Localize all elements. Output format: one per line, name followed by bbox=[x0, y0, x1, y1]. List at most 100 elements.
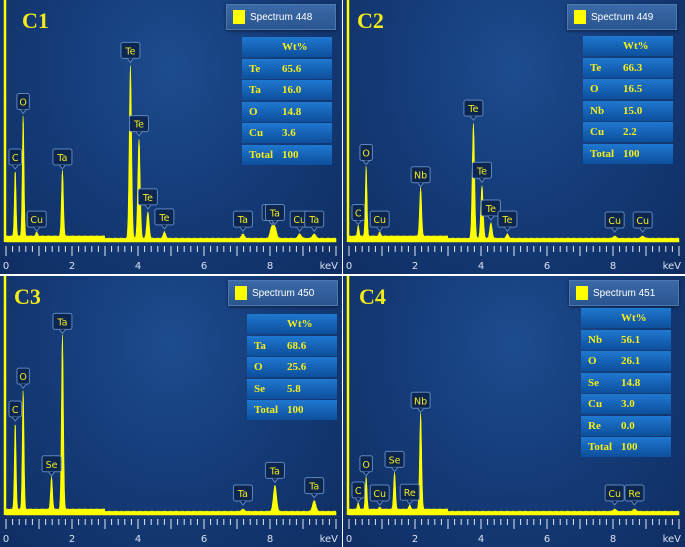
peak-label: Re bbox=[399, 483, 420, 506]
value-cell: 2.2 bbox=[623, 126, 637, 138]
panel-c4: 0 2 4 6 8 keV C O Cu Se Re Nb Cu Re C4 Spectrum 451 W… bbox=[343, 276, 685, 547]
svg-text:Cu: Cu bbox=[608, 216, 621, 227]
legend-label: Spectrum 449 bbox=[591, 11, 654, 23]
legend-label: Spectrum 448 bbox=[250, 11, 313, 23]
element-cell: Cu bbox=[590, 126, 605, 138]
svg-text:Se: Se bbox=[46, 460, 58, 471]
panel-c3: 0 2 4 6 8 keV C O Se Ta Ta Ta Ta C3 Spectrum 450 Wt%… bbox=[0, 276, 342, 547]
axis-tick-label: 4 bbox=[478, 261, 484, 272]
peak-label: Ta bbox=[232, 210, 253, 232]
spectrum-plot: 02468keVCOCuTaTeTeTeTeTaCuTaCuTa bbox=[3, 0, 338, 272]
element-cell: Re bbox=[588, 419, 601, 432]
peak-label: Ta bbox=[232, 484, 253, 506]
svg-text:Te: Te bbox=[142, 193, 153, 204]
table-row: Total 100 bbox=[242, 144, 332, 165]
spectrum-trace bbox=[5, 65, 337, 243]
legend: Spectrum 451 bbox=[569, 280, 679, 306]
svg-text:Cu: Cu bbox=[636, 216, 649, 227]
element-cell: O bbox=[590, 83, 599, 95]
axis-tick-label: 8 bbox=[610, 534, 616, 545]
table-header: Wt% bbox=[583, 36, 673, 56]
legend: Spectrum 450 bbox=[228, 280, 338, 306]
value-cell: 100 bbox=[621, 441, 638, 453]
svg-text:Te: Te bbox=[133, 120, 144, 131]
legend-swatch-icon bbox=[233, 10, 245, 24]
svg-text:Cu: Cu bbox=[293, 215, 306, 226]
value-cell: 5.8 bbox=[287, 382, 301, 395]
svg-text:Ta: Ta bbox=[56, 317, 67, 328]
composition-table: Wt% Nb 56.1 O 26.1 Se 14.8 Cu 3.0 Re 0.0 Total 100 bbox=[581, 308, 671, 459]
peak-label: Ta bbox=[304, 477, 325, 499]
svg-text:Te: Te bbox=[476, 166, 487, 177]
peak-label: C bbox=[351, 481, 365, 503]
svg-text:Te: Te bbox=[158, 213, 169, 224]
element-cell: Cu bbox=[588, 398, 603, 410]
table-row: Nb 56.1 bbox=[581, 329, 671, 350]
spectrum-trace bbox=[348, 413, 680, 516]
peak-label: Re bbox=[624, 484, 645, 506]
axis-tick-label: 2 bbox=[69, 261, 75, 272]
spectrum-trace bbox=[348, 123, 680, 243]
table-row: Te 65.6 bbox=[242, 58, 332, 79]
panel-label: C3 bbox=[14, 284, 41, 309]
element-cell: Total bbox=[254, 404, 279, 416]
legend-swatch-icon bbox=[574, 10, 586, 24]
svg-text:Ta: Ta bbox=[269, 208, 280, 219]
element-cell: Total bbox=[588, 441, 613, 453]
table-row: Cu 3.6 bbox=[242, 123, 332, 143]
element-cell: Te bbox=[249, 62, 261, 75]
svg-text:Ta: Ta bbox=[237, 215, 248, 226]
svg-text:Re: Re bbox=[404, 488, 416, 499]
peak-label: Cu bbox=[604, 211, 625, 233]
spectrum-plot: 0 2 4 6 8 keV C O Cu Nb Te Te Te Te Cu Cu bbox=[346, 0, 682, 272]
table-row: O 16.5 bbox=[583, 79, 673, 99]
svg-text:Ta: Ta bbox=[269, 466, 280, 477]
legend: Spectrum 449 bbox=[567, 4, 677, 30]
svg-text:Se: Se bbox=[389, 455, 401, 466]
value-cell: Wt% bbox=[621, 312, 647, 324]
value-cell: 16.5 bbox=[623, 83, 643, 95]
svg-text:Te: Te bbox=[485, 204, 496, 215]
value-cell: 0.0 bbox=[621, 419, 635, 432]
value-cell: Wt% bbox=[282, 41, 308, 53]
peak-label: Te bbox=[471, 161, 492, 184]
legend-swatch-icon bbox=[576, 286, 588, 300]
peak-label: Se bbox=[41, 455, 62, 477]
axis-tick-label: 2 bbox=[412, 534, 418, 545]
legend: Spectrum 448 bbox=[226, 4, 336, 30]
svg-text:C: C bbox=[355, 486, 362, 497]
axis-tick-label: 4 bbox=[478, 534, 484, 545]
table-row: Nb 15.0 bbox=[583, 100, 673, 121]
peak-label: O bbox=[16, 92, 30, 115]
element-cell: Se bbox=[254, 382, 265, 395]
element-cell: Total bbox=[249, 148, 274, 161]
axis-unit-label: keV bbox=[663, 261, 682, 272]
panel-label: C1 bbox=[22, 8, 49, 33]
panel-c1: 02468keVCOCuTaTeTeTeTeTaCuTaCuTa C1 Spec… bbox=[0, 0, 342, 274]
panel-label: C4 bbox=[359, 284, 386, 309]
value-cell: 15.0 bbox=[623, 104, 643, 117]
table-row: O 26.1 bbox=[581, 351, 671, 371]
peak-label: Se bbox=[384, 450, 405, 473]
table-row: Se 5.8 bbox=[247, 378, 337, 399]
value-cell: 66.3 bbox=[623, 61, 643, 74]
peak-label: Ta bbox=[304, 210, 325, 232]
axis-tick-label: 2 bbox=[69, 534, 75, 545]
element-cell: O bbox=[588, 355, 597, 367]
svg-text:O: O bbox=[362, 149, 369, 160]
svg-text:Cu: Cu bbox=[373, 489, 386, 500]
svg-text:C: C bbox=[12, 405, 19, 416]
peak-label: O bbox=[359, 455, 373, 477]
peak-label: C bbox=[8, 400, 22, 422]
axis-tick-label: 6 bbox=[201, 261, 207, 272]
svg-text:Ta: Ta bbox=[237, 489, 248, 500]
peak-label: Cu bbox=[632, 211, 653, 233]
table-row: Cu 2.2 bbox=[583, 122, 673, 142]
composition-table: Wt% Te 65.6 Ta 16.0 O 14.8 Cu 3.6 Total 100 bbox=[242, 37, 332, 166]
svg-text:Te: Te bbox=[501, 215, 512, 226]
composition-table: Wt% Ta 68.6 O 25.6 Se 5.8 Total 100 bbox=[247, 314, 337, 422]
svg-text:Nb: Nb bbox=[414, 171, 427, 182]
peak-label: Te bbox=[154, 208, 175, 230]
svg-text:Re: Re bbox=[628, 489, 640, 500]
table-row: Cu 3.0 bbox=[581, 394, 671, 414]
